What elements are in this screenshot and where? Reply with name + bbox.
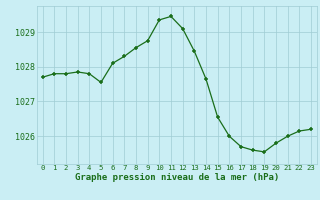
X-axis label: Graphe pression niveau de la mer (hPa): Graphe pression niveau de la mer (hPa) — [75, 173, 279, 182]
